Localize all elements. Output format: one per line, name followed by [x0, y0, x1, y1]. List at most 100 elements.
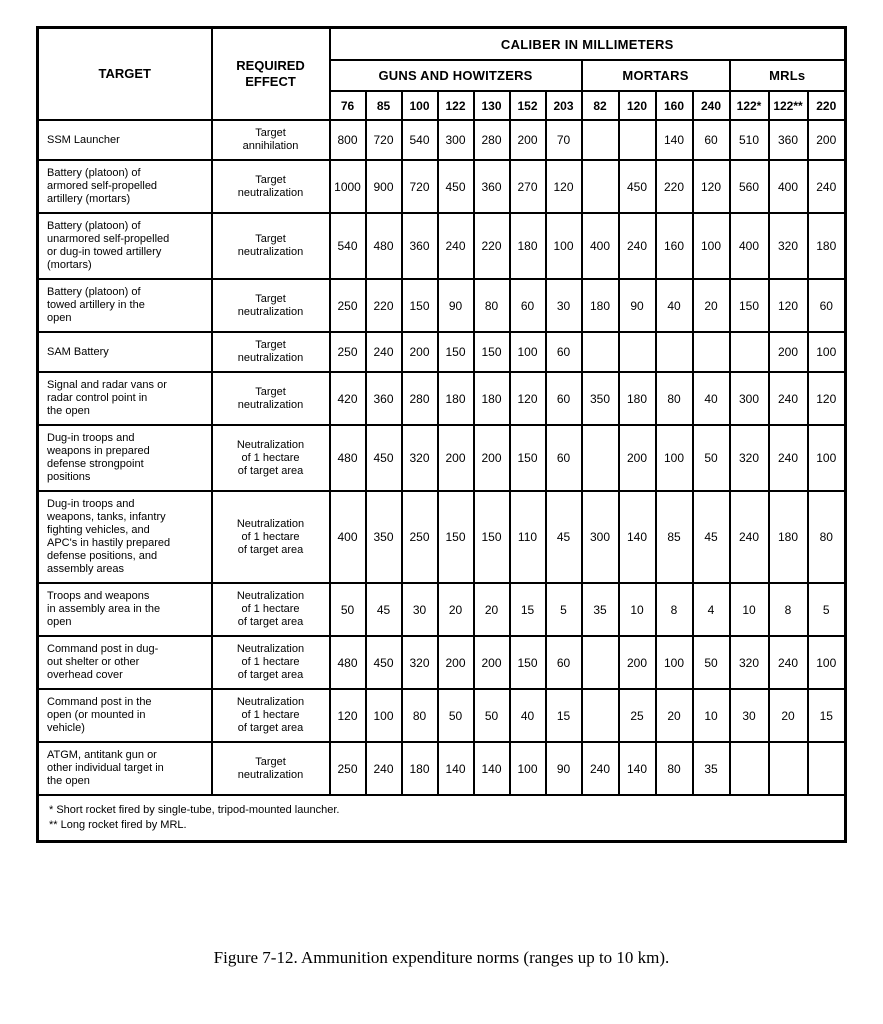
effect-cell: Neutralization of 1 hectare of target ar…: [210, 688, 331, 743]
value-cell: 40: [508, 688, 547, 743]
value-cell: 180: [400, 741, 439, 796]
value-cell: 480: [328, 635, 367, 690]
footnotes-row: * Short rocket fired by single-tube, tri…: [36, 794, 847, 843]
value-cell: 200: [436, 635, 475, 690]
value-cell: 80: [806, 490, 847, 584]
value-cell: 360: [767, 119, 809, 161]
value-cell: [617, 331, 657, 373]
figure-caption: Figure 7-12. Ammunition expenditure norm…: [213, 948, 670, 967]
value-cell: 720: [400, 159, 439, 214]
value-cell: 180: [767, 490, 809, 584]
value-cell: 60: [806, 278, 847, 333]
value-cell: 240: [580, 741, 620, 796]
caliber-header: CALIBER IN MILLIMETERS: [328, 26, 847, 61]
caliber-col-header: 82: [580, 90, 620, 121]
target-cell: Battery (platoon) of unarmored self-prop…: [36, 212, 213, 280]
value-cell: 5: [806, 582, 847, 637]
value-cell: [728, 331, 770, 373]
value-cell: 100: [508, 331, 547, 373]
value-cell: 35: [580, 582, 620, 637]
value-cell: 360: [472, 159, 511, 214]
table-row: Command post in the open (or mounted in …: [36, 688, 847, 743]
value-cell: 180: [580, 278, 620, 333]
value-cell: 60: [544, 371, 583, 426]
value-cell: 280: [400, 371, 439, 426]
value-cell: [767, 741, 809, 796]
table-body: SSM Launcher Target annihilation 800 720 5…: [36, 119, 847, 796]
table-header: TARGET REQUIRED EFFECT CALIBER IN MILLIM…: [36, 26, 847, 121]
value-cell: [654, 331, 694, 373]
value-cell: 220: [364, 278, 403, 333]
value-cell: [580, 424, 620, 492]
table-row: Signal and radar vans or radar control p…: [36, 371, 847, 426]
value-cell: 540: [328, 212, 367, 280]
value-cell: 240: [364, 331, 403, 373]
value-cell: 120: [508, 371, 547, 426]
effect-cell: Target neutralization: [210, 331, 331, 373]
value-cell: 50: [691, 635, 731, 690]
value-cell: 140: [436, 741, 475, 796]
target-cell: Battery (platoon) of armored self-propel…: [36, 159, 213, 214]
value-cell: 25: [617, 688, 657, 743]
guns-howitzers-group-header: GUNS AND HOWITZERS: [328, 59, 583, 92]
caliber-col-header: 203: [544, 90, 583, 121]
effect-cell: Neutralization of 1 hectare of target ar…: [210, 582, 331, 637]
value-cell: 540: [400, 119, 439, 161]
value-cell: [728, 741, 770, 796]
target-cell: SSM Launcher: [36, 119, 213, 161]
value-cell: 45: [691, 490, 731, 584]
effect-cell: Neutralization of 1 hectare of target ar…: [210, 635, 331, 690]
value-cell: 240: [364, 741, 403, 796]
value-cell: 100: [806, 331, 847, 373]
value-cell: 15: [508, 582, 547, 637]
value-cell: 20: [654, 688, 694, 743]
value-cell: 85: [654, 490, 694, 584]
value-cell: 250: [328, 278, 367, 333]
value-cell: 5: [544, 582, 583, 637]
value-cell: 280: [472, 119, 511, 161]
value-cell: 450: [436, 159, 475, 214]
value-cell: 150: [508, 635, 547, 690]
value-cell: 45: [544, 490, 583, 584]
value-cell: 30: [544, 278, 583, 333]
caliber-col-header: 76: [328, 90, 367, 121]
value-cell: 60: [691, 119, 731, 161]
value-cell: 400: [728, 212, 770, 280]
value-cell: 420: [328, 371, 367, 426]
effect-cell: Target neutralization: [210, 371, 331, 426]
table-row: Dug-in troops and weapons, tanks, infant…: [36, 490, 847, 584]
value-cell: 40: [654, 278, 694, 333]
value-cell: 80: [654, 741, 694, 796]
value-cell: 350: [580, 371, 620, 426]
value-cell: 800: [328, 119, 367, 161]
value-cell: 50: [328, 582, 367, 637]
value-cell: 90: [436, 278, 475, 333]
value-cell: 60: [544, 424, 583, 492]
value-cell: 200: [508, 119, 547, 161]
value-cell: 250: [328, 331, 367, 373]
target-cell: Command post in dug- out shelter or othe…: [36, 635, 213, 690]
value-cell: 200: [472, 635, 511, 690]
value-cell: 100: [544, 212, 583, 280]
table-row: Dug-in troops and weapons in prepared de…: [36, 424, 847, 492]
value-cell: 150: [436, 331, 475, 373]
value-cell: 240: [767, 371, 809, 426]
caliber-col-header: 122: [436, 90, 475, 121]
value-cell: 10: [617, 582, 657, 637]
caliber-col-header: 240: [691, 90, 731, 121]
value-cell: [580, 331, 620, 373]
table-row: SAM Battery Target neutralization 250 240…: [36, 331, 847, 373]
caliber-col-header: 152: [508, 90, 547, 121]
value-cell: 180: [472, 371, 511, 426]
value-cell: 150: [472, 331, 511, 373]
value-cell: 240: [806, 159, 847, 214]
value-cell: 45: [364, 582, 403, 637]
value-cell: 320: [728, 424, 770, 492]
value-cell: 100: [654, 635, 694, 690]
value-cell: 60: [508, 278, 547, 333]
value-cell: 180: [508, 212, 547, 280]
value-cell: 200: [617, 424, 657, 492]
value-cell: 320: [767, 212, 809, 280]
value-cell: 8: [654, 582, 694, 637]
value-cell: 120: [691, 159, 731, 214]
